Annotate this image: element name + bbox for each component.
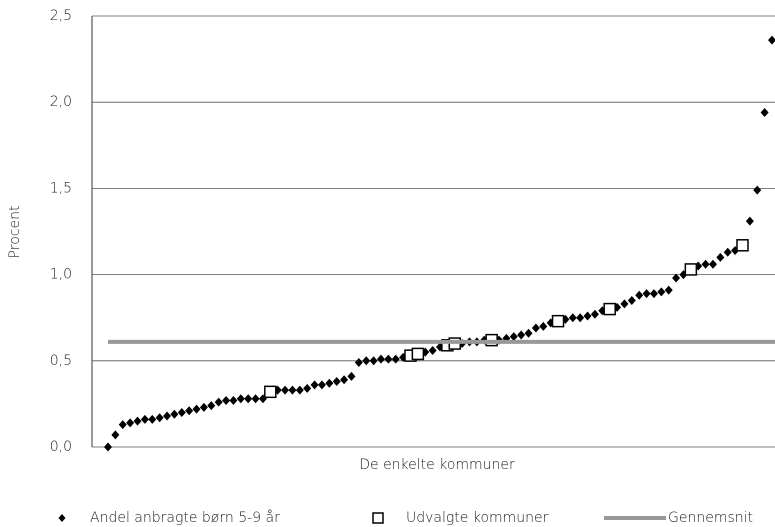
diamond-point — [642, 289, 651, 299]
diamond-point — [332, 376, 341, 386]
diamond-point — [288, 385, 297, 395]
legend-label: Andel anbragte børn 5-9 år — [90, 509, 280, 526]
diamond-point — [229, 395, 238, 405]
diamond-point — [111, 430, 120, 440]
x-axis-label: De enkelte kommuner — [359, 457, 515, 473]
legend-marker — [58, 514, 66, 522]
diamond-point — [362, 356, 371, 366]
diamond-point — [155, 413, 164, 423]
diamond-point — [244, 394, 253, 404]
diamond-point — [214, 397, 223, 407]
diamond-point — [428, 345, 437, 355]
diamond-point — [723, 247, 732, 257]
diamond-point — [627, 295, 636, 305]
diamond-point — [760, 108, 769, 118]
diamond-point — [222, 395, 231, 405]
diamond-point — [708, 259, 717, 269]
diamond-point — [185, 406, 194, 416]
diamond-point — [251, 394, 260, 404]
square-point — [551, 314, 565, 328]
diamond-point — [281, 385, 290, 395]
diamond-point — [384, 354, 393, 364]
diamond-point — [568, 313, 577, 323]
diamond-point — [531, 323, 540, 333]
diamond-point — [133, 416, 142, 426]
diamond-point — [620, 299, 629, 309]
diamond-point — [576, 313, 585, 323]
y-tick-label: 2,0 — [50, 94, 72, 110]
diamond-point — [768, 35, 775, 45]
diamond-point — [310, 380, 319, 390]
diamond-point — [672, 273, 681, 283]
diamond-point — [517, 330, 526, 340]
diamond-point — [170, 409, 179, 419]
legend-label: Gennemsnit — [668, 510, 753, 526]
diamond-point — [391, 354, 400, 364]
diamond-point — [207, 401, 216, 411]
y-tick-label: 0,5 — [50, 353, 72, 369]
diamond-point — [590, 309, 599, 319]
diamond-point — [126, 418, 135, 428]
diamond-point — [753, 185, 762, 195]
diamond-point — [347, 371, 356, 381]
y-tick-label: 1,5 — [50, 180, 72, 196]
legend-marker — [372, 512, 384, 524]
square-point — [684, 263, 698, 276]
diamond-point — [104, 442, 112, 452]
diamond-point — [140, 414, 149, 424]
diamond-point — [509, 332, 518, 342]
diamond-point — [163, 411, 172, 421]
diamond-point — [701, 259, 710, 269]
diamond-point — [118, 420, 127, 430]
square-point — [603, 302, 616, 316]
diamond-point — [657, 287, 666, 297]
diamond-point — [340, 375, 349, 385]
diamond-point — [192, 404, 201, 414]
diamond-point — [745, 216, 754, 226]
diamond-point — [635, 290, 644, 300]
y-tick-label: 2,5 — [50, 8, 72, 24]
diamond-point — [199, 402, 208, 412]
diamond-point — [649, 289, 658, 299]
diamond-point — [524, 328, 533, 338]
diamond-point — [369, 356, 378, 366]
diamond-point — [236, 394, 245, 404]
square-point — [264, 385, 277, 399]
diamond-point — [317, 380, 326, 390]
diamond-point — [303, 383, 312, 393]
diamond-point — [354, 358, 363, 368]
diamond-point — [583, 311, 592, 321]
diamond-point — [664, 285, 673, 295]
square-point — [411, 347, 425, 361]
legend-label: Udvalgte kommuner — [406, 510, 549, 526]
diamond-point — [325, 378, 334, 388]
square-point — [736, 239, 749, 252]
y-tick-label: 0,0 — [50, 439, 72, 455]
diamond-point — [177, 408, 186, 418]
diamond-point — [539, 321, 548, 331]
y-axis-label: Procent — [7, 206, 23, 259]
diamond-point — [376, 354, 385, 364]
diamond-point — [716, 252, 725, 262]
y-tick-label: 1,0 — [50, 267, 72, 283]
diamond-point — [295, 385, 304, 395]
diamond-point — [148, 414, 157, 424]
